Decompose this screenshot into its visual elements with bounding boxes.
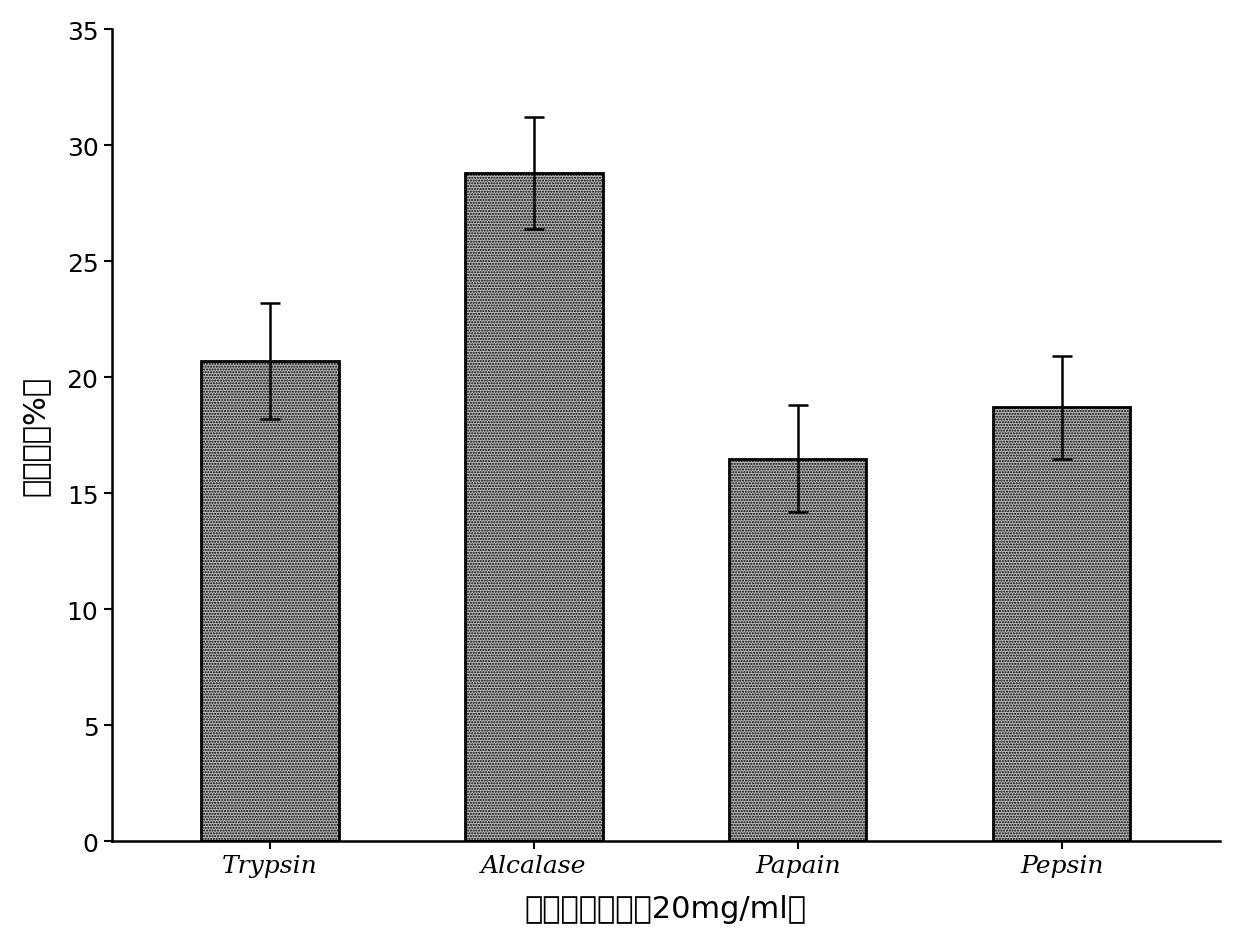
Bar [993,408,1131,841]
Bar [201,362,339,841]
Bar [730,459,866,841]
Bar [465,174,603,841]
X-axis label: 蛋白酶酶解物（20mg/ml）: 蛋白酶酶解物（20mg/ml） [525,894,807,923]
Y-axis label: 抑制率（%）: 抑制率（%） [21,376,50,496]
